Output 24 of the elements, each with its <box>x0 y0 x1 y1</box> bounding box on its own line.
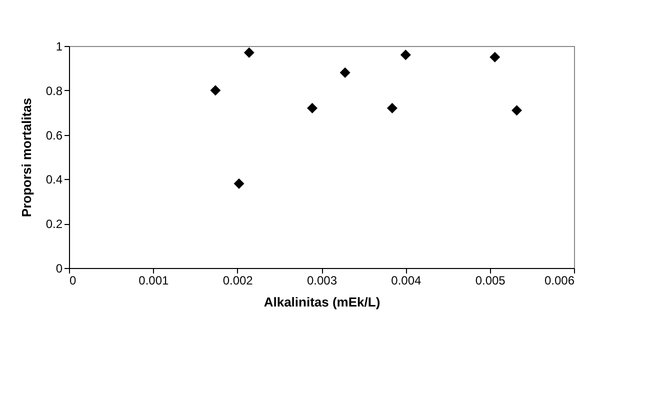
x-tick-label: 0 <box>70 274 76 288</box>
x-tick-label: 0.001 <box>138 274 170 288</box>
x-tick-label: 0.006 <box>544 274 575 288</box>
y-tick-label: 1 <box>56 40 63 54</box>
point <box>234 178 244 189</box>
y-tick-label: 0.8 <box>46 84 63 98</box>
y-tick-label: 0.6 <box>46 128 63 142</box>
point <box>400 50 411 60</box>
point <box>307 102 318 114</box>
point <box>210 85 221 96</box>
point <box>512 105 522 116</box>
x-tick-label: 0.005 <box>475 274 506 288</box>
point <box>490 52 500 62</box>
y-axis-title: Proporsi mortalitas <box>18 98 34 218</box>
point <box>340 67 350 78</box>
x-tick-label: 0.002 <box>222 274 254 288</box>
x-axis-title: Alkalinitas (mEk/L) <box>264 294 380 310</box>
x-tick-label: 0.003 <box>306 274 338 288</box>
point <box>244 47 254 58</box>
point <box>386 102 398 114</box>
x-tick-label: 0.004 <box>391 274 422 288</box>
y-tick-label: 0.2 <box>46 217 63 232</box>
y-tick-label: 0.4 <box>46 172 63 187</box>
y-tick-label: 0 <box>56 262 63 276</box>
